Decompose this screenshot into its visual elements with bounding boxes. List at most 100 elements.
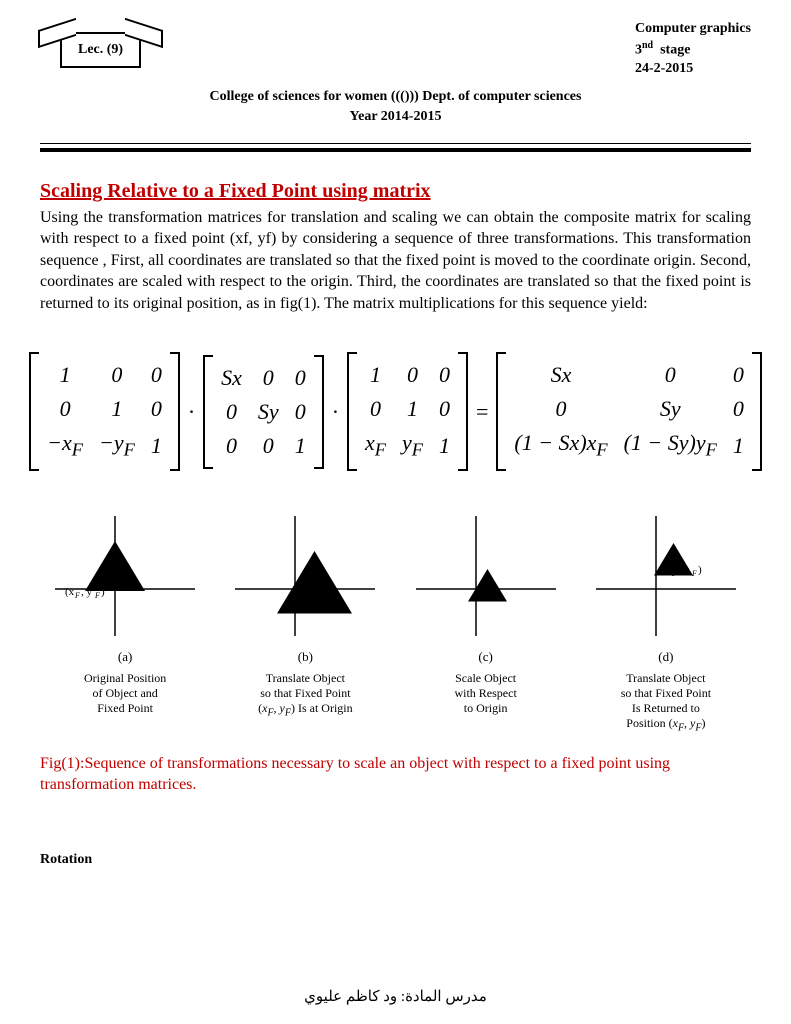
header-meta: Computer graphics 3nd stage 24-2-2015: [635, 20, 751, 79]
axes-box: [220, 511, 390, 641]
triangle-icon: [468, 569, 507, 602]
figure-row: (x F , y F ) (a) Original Positionof Obj…: [40, 511, 751, 735]
body-paragraph: Using the transformation matrices for tr…: [40, 207, 751, 315]
course-title: Computer graphics: [635, 20, 751, 39]
footer-arabic: مدرس المادة: ود كاظم عليوي: [0, 987, 791, 1006]
axes-svg: [406, 511, 566, 641]
figure-caption-line: so that Fixed Point: [220, 686, 390, 701]
matrix-cell: 0: [213, 395, 250, 429]
section-title: Scaling Relative to a Fixed Point using …: [40, 180, 751, 203]
matrix-cell: xF: [357, 426, 394, 464]
triangle-icon: [85, 541, 145, 591]
matrix-cell: 0: [287, 395, 314, 429]
figure-subcaption: Scale Objectwith Respectto Origin: [401, 671, 571, 716]
figure-d: (x F , y F ) (d) Translate Objectso that…: [581, 511, 751, 735]
figure-caption-line: Fixed Point: [40, 701, 210, 716]
figure-caption-line: Position (xF, yF): [581, 716, 751, 735]
axes-box: [401, 511, 571, 641]
matrix-3: 100010xFyF1: [347, 352, 468, 470]
matrix-cell: 0: [357, 392, 394, 426]
axes-svg: [225, 511, 385, 641]
matrix-cell: 0: [616, 358, 725, 392]
matrix-cell: 1: [287, 429, 314, 463]
svg-text:F: F: [74, 591, 80, 600]
matrix-cell: 0: [143, 392, 170, 426]
matrix-cell: Sy: [616, 392, 725, 426]
figure-caption-line: Translate Object: [581, 671, 751, 686]
page-header: Lec. (9) Computer graphics 3nd stage 24-…: [40, 20, 751, 79]
matrix-cell: Sx: [213, 361, 250, 395]
figure-caption-line: so that Fixed Point: [581, 686, 751, 701]
matrix-cell: 0: [39, 392, 91, 426]
axes-box: (x F , y F ): [40, 511, 210, 641]
college-line: College of sciences for women ((())) Dep…: [40, 87, 751, 126]
matrix-cell: 0: [91, 358, 143, 392]
matrix-cell: 0: [431, 358, 458, 392]
matrix-cell: 1: [725, 426, 752, 464]
figure-caption-line: Scale Object: [401, 671, 571, 686]
rotation-heading: Rotation: [40, 852, 751, 868]
figure-caption: Fig(1):Sequence of transformations neces…: [40, 753, 751, 796]
svg-text:): ): [101, 586, 105, 598]
college-line-2: Year 2014-2015: [40, 107, 751, 127]
figure-caption-line: (xF, yF) Is at Origin: [220, 701, 390, 720]
dot-op-2: ·: [330, 399, 341, 425]
matrix-cell: 0: [506, 392, 615, 426]
figure-caption-line: to Origin: [401, 701, 571, 716]
matrix-cell: 1: [394, 392, 431, 426]
figure-c: (c) Scale Objectwith Respectto Origin: [401, 511, 571, 735]
matrix-cell: yF: [394, 426, 431, 464]
matrix-cell: 0: [143, 358, 170, 392]
matrix-cell: 0: [287, 361, 314, 395]
svg-text:F: F: [671, 569, 677, 578]
matrix-cell: 1: [91, 392, 143, 426]
matrix-1: 100010−xF−yF1: [29, 352, 180, 470]
fixed-point-label: (x: [662, 564, 672, 576]
matrix-cell: −xF: [39, 426, 91, 464]
figure-a: (x F , y F ) (a) Original Positionof Obj…: [40, 511, 210, 735]
matrix-cell: Sy: [250, 395, 287, 429]
matrix-cell: 0: [250, 429, 287, 463]
lecture-banner: Lec. (9): [60, 32, 141, 68]
stage-line: 3nd stage: [635, 39, 751, 61]
svg-text:F: F: [691, 569, 697, 578]
matrix-cell: 1: [431, 426, 458, 464]
matrix-cell: (1 − Sx)xF: [506, 426, 615, 464]
axes-svg: (x F , y F ): [45, 511, 205, 641]
matrix-cell: (1 − Sy)yF: [616, 426, 725, 464]
figure-caption-line: with Respect: [401, 686, 571, 701]
matrix-cell: −yF: [91, 426, 143, 464]
header-date: 24-2-2015: [635, 60, 751, 79]
svg-text:, y: , y: [678, 564, 690, 576]
figure-caption-line: Translate Object: [220, 671, 390, 686]
figure-subcaption: Original Positionof Object andFixed Poin…: [40, 671, 210, 716]
axes-box: (x F , y F ): [581, 511, 751, 641]
matrix-cell: 0: [431, 392, 458, 426]
svg-text:F: F: [94, 591, 100, 600]
figure-letter: (b): [220, 649, 390, 665]
svg-text:, y: , y: [81, 586, 93, 598]
fixed-point-label: (x: [65, 586, 75, 598]
dot-op-1: ·: [186, 399, 197, 425]
triangle-icon: [277, 551, 352, 614]
matrix-cell: 0: [250, 361, 287, 395]
matrix-cell: 0: [394, 358, 431, 392]
figure-subcaption: Translate Objectso that Fixed Point(xF, …: [220, 671, 390, 720]
figure-letter: (c): [401, 649, 571, 665]
matrix-cell: Sx: [506, 358, 615, 392]
svg-text:): ): [698, 564, 702, 576]
figure-letter: (d): [581, 649, 751, 665]
matrix-2: Sx000Sy0001: [203, 355, 324, 469]
matrix-cell: 0: [725, 358, 752, 392]
figure-caption-line: of Object and: [40, 686, 210, 701]
figure-caption-line: Is Returned to: [581, 701, 751, 716]
axes-svg: (x F , y F ): [586, 511, 746, 641]
matrix-cell: 0: [213, 429, 250, 463]
header-divider: [40, 143, 751, 152]
college-line-1: College of sciences for women ((())) Dep…: [40, 87, 751, 107]
matrix-equation: 100010−xF−yF1 · Sx000Sy0001 · 100010xFyF…: [40, 352, 751, 470]
equals-op: =: [474, 399, 490, 425]
matrix-cell: 1: [143, 426, 170, 464]
figure-b: (b) Translate Objectso that Fixed Point(…: [220, 511, 390, 735]
matrix-cell: 1: [39, 358, 91, 392]
